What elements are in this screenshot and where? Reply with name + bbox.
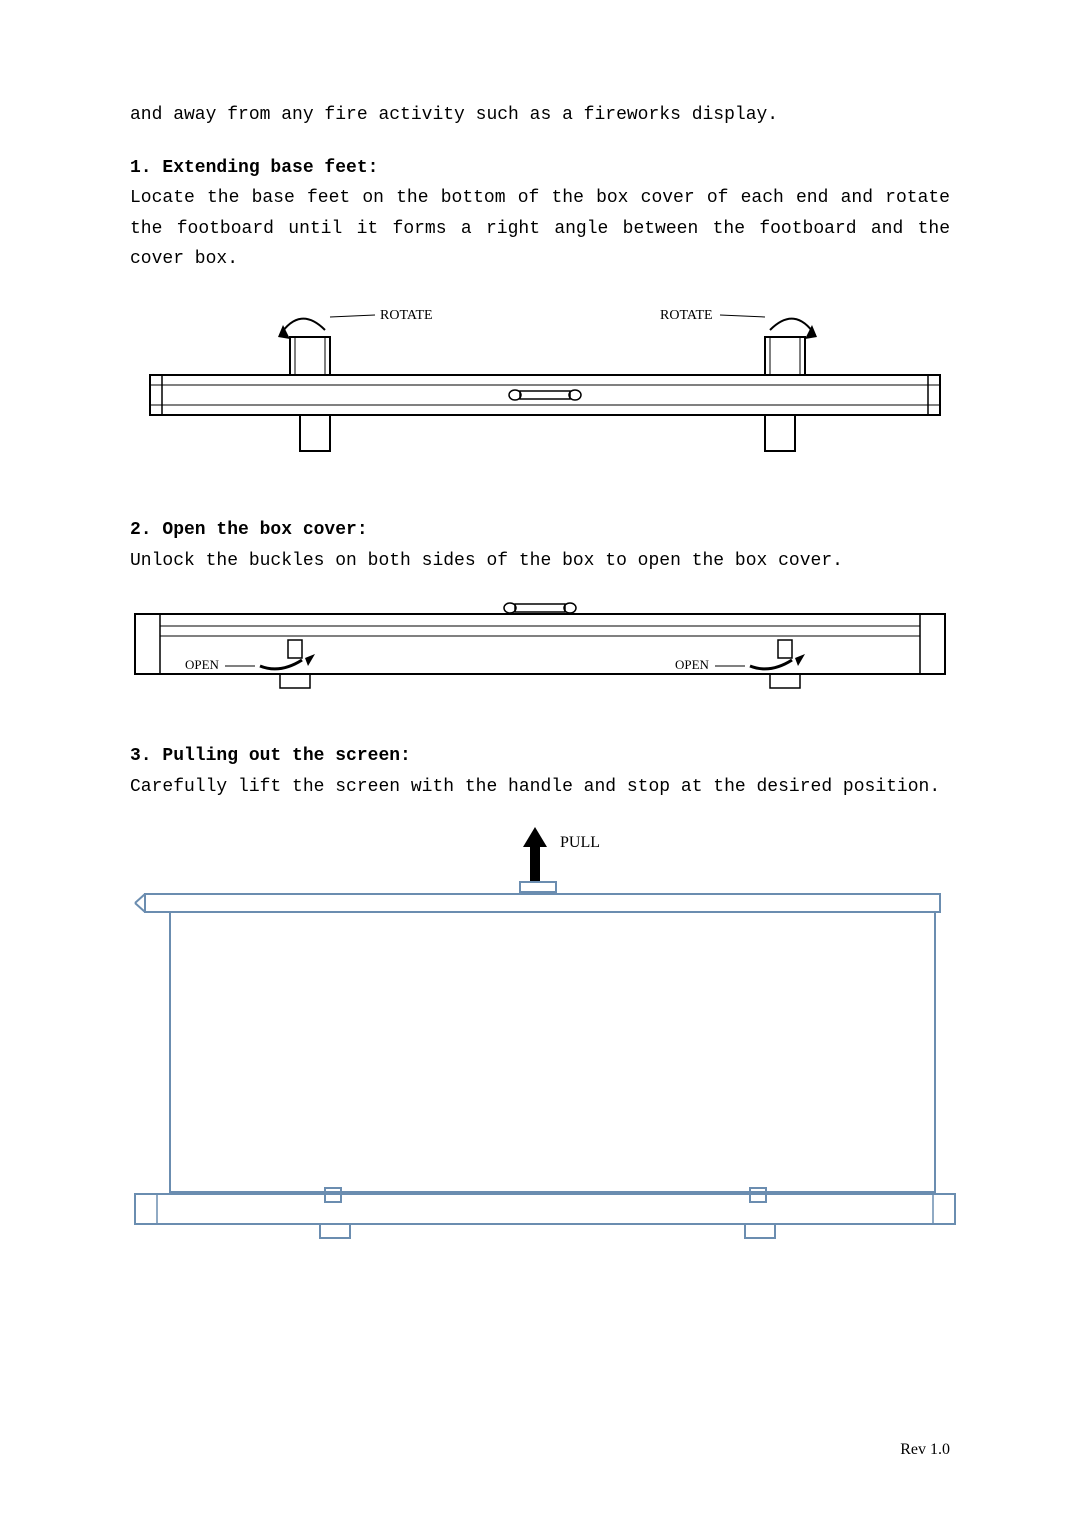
pull-label: PULL — [560, 834, 600, 851]
rotate-label-left: ROTATE — [380, 308, 433, 323]
step3-heading: 3. Pulling out the screen: — [130, 741, 950, 772]
page-content: and away from any fire activity such as … — [130, 100, 950, 1252]
step3-body: Carefully lift the screen with the handl… — [130, 772, 950, 803]
step2-diagram: OPEN OPEN — [130, 596, 950, 701]
step1-diagram: ROTATE ROTATE — [130, 295, 950, 475]
intro-paragraph: and away from any fire activity such as … — [130, 100, 950, 131]
open-label-right: OPEN — [675, 657, 710, 672]
footer-revision: Rev 1.0 — [900, 1436, 950, 1463]
step3-diagram: PULL — [130, 822, 950, 1252]
step2-body: Unlock the buckles on both sides of the … — [130, 546, 950, 577]
rotate-label-right: ROTATE — [660, 308, 713, 323]
step1-body: Locate the base feet on the bottom of th… — [130, 183, 950, 275]
open-label-left: OPEN — [185, 657, 220, 672]
step2-heading: 2. Open the box cover: — [130, 515, 950, 546]
step1-heading: 1. Extending base feet: — [130, 153, 950, 184]
